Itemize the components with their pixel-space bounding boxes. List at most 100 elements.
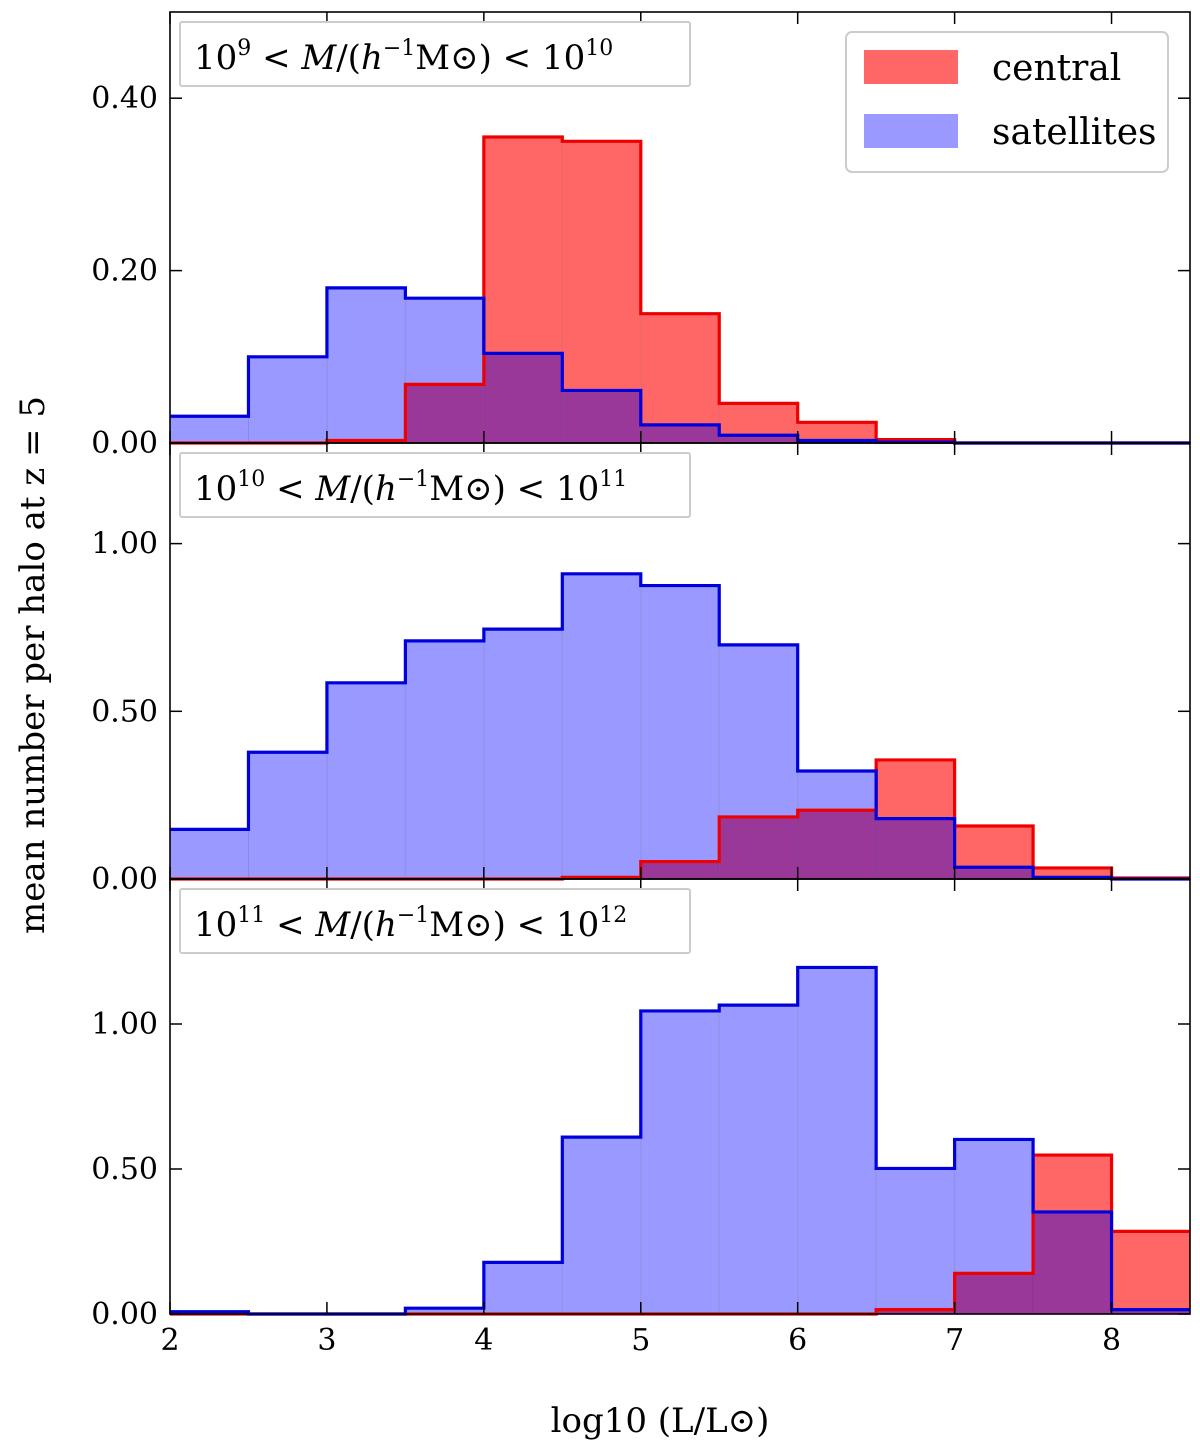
panel-label-part: 10	[194, 469, 237, 509]
x-tick-label: 7	[945, 1323, 964, 1358]
panel-label-part: ) <	[493, 905, 556, 945]
panel-label-part: 10	[542, 38, 585, 78]
panel-label: 1011 < M/(h−1M⊙) < 1012	[194, 903, 627, 945]
y-tick-label: 0.50	[91, 694, 158, 729]
panel-label-part: 10	[194, 38, 237, 78]
x-tick-label: 3	[317, 1323, 336, 1358]
satellites-bar	[719, 1005, 798, 1314]
y-tick-label: 0.00	[91, 1297, 158, 1332]
satellites-bar	[248, 752, 327, 879]
panel-label-part: 10	[556, 469, 599, 509]
satellites-bar	[170, 829, 249, 879]
x-tick-label: 5	[631, 1323, 650, 1358]
panel-label-part: h	[375, 469, 397, 509]
panel-label-part: −1	[383, 36, 415, 61]
panel-label-part: 9	[237, 36, 251, 61]
panel-label-part: −1	[397, 467, 429, 492]
y-tick-label: 1.00	[91, 1007, 158, 1042]
satellites-legend-label: satellites	[992, 112, 1157, 153]
panel-label-part: <	[265, 469, 315, 509]
central-bar	[1033, 867, 1112, 879]
overlap-bar	[562, 390, 641, 443]
panel-label-part: ) <	[479, 38, 542, 78]
satellites-bar	[640, 1010, 720, 1314]
overlap-bar	[719, 435, 798, 443]
satellites-bar	[483, 629, 563, 879]
overlap-bar	[719, 816, 798, 879]
panel-label: 109 < M/(h−1M⊙) < 1010	[194, 36, 613, 78]
x-tick-label: 6	[788, 1323, 807, 1358]
x-tick-label: 8	[1102, 1323, 1121, 1358]
overlap-bar	[405, 384, 484, 443]
central-bar	[1111, 1231, 1190, 1314]
y-axis-label: mean number per halo at z = 5	[13, 396, 53, 934]
panel-label-part: 10	[194, 905, 237, 945]
panel-label-part: h	[375, 905, 397, 945]
x-axis: 2 3 4 5 6 7 8	[160, 1323, 1121, 1358]
x-tick-label: 4	[474, 1323, 493, 1358]
panel-label-box	[179, 888, 691, 954]
satellites-bar	[405, 640, 484, 879]
satellites-bar	[326, 682, 406, 879]
panel-label-part: 12	[599, 903, 627, 928]
panel-label-part: ⊙	[450, 38, 479, 78]
panel-label-part: M	[314, 469, 351, 509]
y-tick-label: 1.00	[91, 527, 158, 562]
panel-label-part: −1	[397, 903, 429, 928]
panel-label-part: M	[429, 905, 464, 945]
y-tick-label: 0.50	[91, 1152, 158, 1187]
y-tick-label: 0.20	[91, 254, 158, 289]
y-tick-label: 0.00	[91, 862, 158, 897]
panel-label-part: 11	[237, 903, 265, 928]
overlap-bar	[876, 1309, 955, 1314]
central-bar	[797, 422, 877, 443]
satellites-bar	[562, 1137, 641, 1314]
panel-label-part: /(	[350, 469, 375, 509]
legend: central satellites	[845, 31, 1169, 173]
satellites-bar	[248, 356, 327, 443]
x-tick-label: 2	[160, 1323, 179, 1358]
satellites-step-line	[170, 572, 1190, 881]
satellites-bar	[876, 1168, 955, 1314]
overlap-bar	[797, 810, 877, 879]
panel-label-box	[179, 21, 691, 87]
panel-label-part: <	[251, 38, 301, 78]
central-legend-label: central	[992, 48, 1121, 89]
panel-label-part: M	[314, 905, 351, 945]
panel-label: 1010 < M/(h−1M⊙) < 1011	[194, 467, 627, 509]
satellites-bar	[797, 967, 877, 1314]
overlap-bar	[954, 1273, 1034, 1314]
panel-label-part: ⊙	[464, 905, 493, 945]
panel-label-part: M	[300, 38, 337, 78]
satellites-bar	[562, 573, 641, 879]
panel-label-part: 10	[237, 467, 265, 492]
satellites-bar	[640, 585, 720, 879]
panel-label-part: 11	[599, 467, 627, 492]
satellites-bar	[326, 287, 406, 443]
overlap-bar	[954, 867, 1034, 879]
overlap-bar	[1111, 1309, 1190, 1314]
satellites-legend-swatch	[864, 114, 958, 148]
panel-label-part: /(	[336, 38, 361, 78]
x-axis-label: log10 (L/L⊙)	[551, 1401, 770, 1441]
panel-label-part: ) <	[493, 469, 556, 509]
y-tick-label: 0.00	[91, 426, 158, 461]
panel-label-part: <	[265, 905, 315, 945]
y-tick-label: 0.40	[91, 81, 158, 116]
overlap-bar	[640, 424, 720, 443]
central-bar	[640, 313, 720, 443]
panel-label-box	[179, 452, 691, 518]
overlap-bar	[876, 818, 955, 879]
panel-label-part: ⊙	[464, 469, 493, 509]
central-legend-swatch	[864, 50, 958, 84]
panel-label-part: /(	[350, 905, 375, 945]
overlap-bar	[640, 861, 720, 879]
panel-frame	[169, 878, 1191, 1315]
panel-label-part: 10	[556, 905, 599, 945]
panel-label-part: h	[361, 38, 383, 78]
